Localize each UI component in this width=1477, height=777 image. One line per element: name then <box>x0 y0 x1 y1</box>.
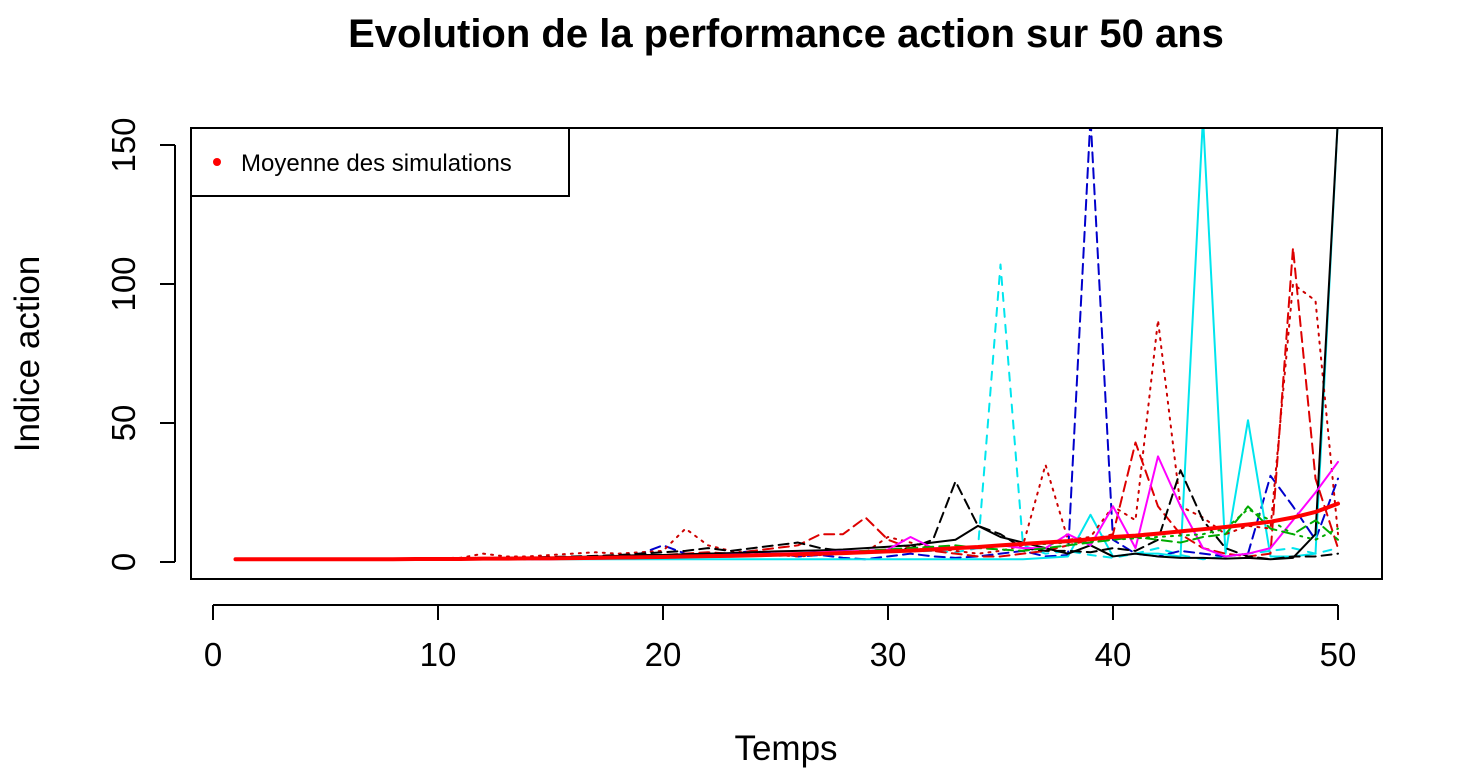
plot-frame <box>190 127 1383 580</box>
y-tick-label: 50 <box>105 405 142 442</box>
axes: 0 10 20 30 40 50 0 50 100 150 <box>105 117 1356 673</box>
series-line-simulation <box>234 246 1339 561</box>
legend-marker <box>213 158 221 166</box>
chart-title: Evolution de la performance action sur 5… <box>348 12 1224 56</box>
legend: Moyenne des simulations <box>190 127 570 197</box>
series-line-simulation <box>234 263 1339 561</box>
x-axis-label: Temps <box>734 729 837 768</box>
x-tick-label: 10 <box>420 636 457 673</box>
y-tick-label: 0 <box>105 553 142 571</box>
series-line-simulation <box>234 283 1339 561</box>
series-line-mean <box>233 501 1340 562</box>
x-tick-label: 0 <box>204 636 222 673</box>
x-tick-label: 40 <box>1095 636 1132 673</box>
y-tick-label: 100 <box>105 256 142 311</box>
series-group <box>233 128 1340 562</box>
y-tick-label: 150 <box>105 117 142 172</box>
y-axis-label: Indice action <box>8 256 47 453</box>
legend-box <box>190 127 570 197</box>
x-tick-label: 50 <box>1320 636 1357 673</box>
x-tick-label: 30 <box>870 636 907 673</box>
legend-label: Moyenne des simulations <box>241 150 512 177</box>
x-tick-label: 20 <box>645 636 682 673</box>
